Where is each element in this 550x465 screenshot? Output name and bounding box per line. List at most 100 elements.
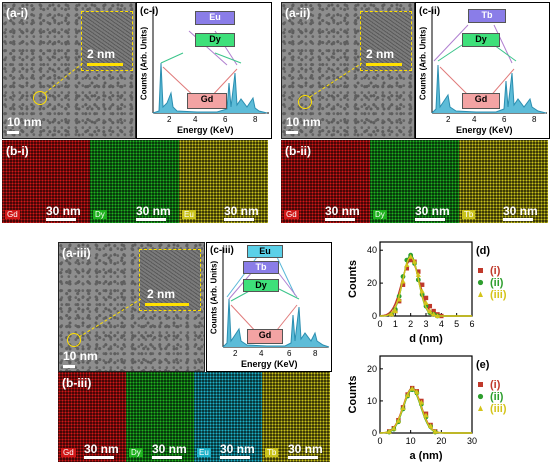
x-tick-8: 8: [313, 349, 318, 358]
edx-spectrum-c-iii: Eu Tb Dy Gd Counts (Arb. Units) 2 4 6 8 …: [206, 242, 332, 372]
map-scale-text: 30 nm: [503, 204, 538, 218]
map-scale-text: 30 nm: [325, 204, 360, 218]
x-axis-label: Energy (KeV): [177, 125, 234, 135]
x-axis-label: Energy (KeV): [456, 125, 513, 135]
legend-label: (ii): [490, 391, 504, 403]
map-scalebar: [46, 218, 76, 221]
map-scale-text: 30 nm: [224, 204, 259, 218]
inset-scalebar: [366, 63, 402, 66]
panel-label-b-ii: (b-ii): [285, 144, 311, 158]
panel-label: (e): [476, 359, 490, 371]
data-point: [416, 269, 421, 274]
map-dy: [370, 140, 459, 223]
data-point: [428, 423, 434, 428]
data-point: [431, 311, 437, 317]
data-point: [423, 412, 429, 418]
map-element-label: Eu: [197, 448, 211, 457]
inset-hrtem-a-iii: [139, 249, 201, 311]
data-point: [400, 282, 406, 287]
map-eu: [179, 140, 268, 223]
map-scalebar: [84, 456, 114, 459]
map-dy: [90, 140, 179, 223]
map-element-label: Gd: [284, 210, 299, 219]
data-point: [427, 308, 433, 314]
inset-hrtem-a-i: [81, 11, 133, 71]
map-element-label: Eu: [182, 210, 196, 219]
data-point: [414, 389, 420, 394]
map-scalebar: [220, 456, 250, 459]
main-scale-text: 10 nm: [286, 115, 321, 129]
edx-plot: [431, 7, 547, 114]
map-element-label: Gd: [5, 210, 20, 219]
legend-label: (ii): [490, 277, 504, 289]
data-point: [431, 308, 436, 314]
x-tick-label: 0: [377, 319, 382, 329]
data-point: [419, 282, 425, 287]
y-tick-label: 20: [367, 278, 377, 288]
zoom-dashed-line: [44, 62, 84, 94]
edx-spectrum-c-i: Eu Dy Gd Counts (Arb. Units) 2 4 6 8 Ene…: [136, 2, 272, 139]
x-tick-4: 4: [193, 115, 198, 124]
element-tag-gd: Gd: [462, 93, 500, 109]
panel-label-c-i: (c-i): [140, 6, 159, 17]
x-tick-label: 20: [436, 436, 446, 446]
plot-frame: [379, 355, 473, 434]
data-point: [404, 262, 410, 268]
x-tick-8: 8: [253, 115, 258, 124]
x-tick-2: 2: [446, 115, 451, 124]
panel-label-a-ii: (a-ii): [285, 6, 311, 20]
map-eu: [194, 372, 262, 462]
element-tag-tb: Tb: [243, 261, 279, 274]
map-element-label: Gd: [61, 448, 76, 457]
x-tick-label: 30: [467, 436, 477, 446]
map-scalebar: [224, 218, 254, 221]
data-point: [388, 311, 395, 317]
zoom-dashed-line: [309, 62, 363, 98]
selected-particle-marker: [298, 95, 312, 109]
fit-curve: [380, 387, 472, 434]
map-scalebar: [136, 218, 166, 221]
data-point: [391, 425, 397, 431]
elemental-map-group-b-iii: Gd Dy Eu Tb 30 nm 30 nm 30 nm 30 nm: [58, 372, 330, 462]
x-tick-4: 4: [472, 115, 477, 124]
element-tag-dy: Dy: [243, 279, 279, 292]
map-element-label: Tb: [265, 448, 279, 457]
map-element-label: Tb: [462, 210, 476, 219]
x-axis-label: a (nm): [410, 450, 443, 462]
main-scale-text: 10 nm: [7, 115, 42, 129]
legend-marker: [477, 393, 484, 400]
fit-curve: [379, 256, 472, 317]
x-axis-label: Energy (KeV): [241, 359, 298, 369]
elemental-map-group-b-i: Gd Dy Eu 30 nm 30 nm 30 nm: [2, 140, 268, 223]
map-scalebar: [415, 218, 445, 221]
map-gd: [58, 372, 126, 462]
inset-scale-text: 2 nm: [87, 47, 116, 61]
x-tick-4: 4: [259, 349, 264, 358]
map-element-label: Dy: [93, 210, 107, 219]
y-axis-label: Counts: [347, 376, 359, 414]
y-tick-label: 10: [367, 396, 377, 406]
data-point: [404, 266, 410, 271]
legend-marker: [478, 382, 483, 387]
x-tick-label: 2: [408, 319, 413, 329]
histogram-e-chart: (e) 0 10 20 30 0 10 20 a (nm) Counts (i)(ii)(iii): [347, 355, 507, 462]
map-scalebar: [288, 456, 318, 459]
selected-particle-marker: [67, 333, 81, 347]
x-tick-6: 6: [287, 349, 292, 358]
inset-scale-text: 2 nm: [147, 287, 176, 301]
inset-scalebar: [87, 63, 123, 66]
map-scale-text: 30 nm: [46, 204, 81, 218]
x-tick-6: 6: [502, 115, 507, 124]
data-point: [427, 303, 433, 309]
map-element-label: Dy: [373, 210, 387, 219]
y-tick-label: 20: [367, 364, 377, 374]
data-point: [400, 278, 406, 284]
data-point: [423, 300, 429, 305]
map-scale-text: 30 nm: [152, 442, 187, 456]
panel-label-c-iii: (c-iii): [210, 245, 234, 256]
map-gd: [2, 140, 90, 223]
data-point: [423, 295, 429, 301]
legend-label: (iii): [490, 403, 507, 415]
panel-label: (d): [476, 245, 490, 257]
data-point: [415, 272, 421, 277]
